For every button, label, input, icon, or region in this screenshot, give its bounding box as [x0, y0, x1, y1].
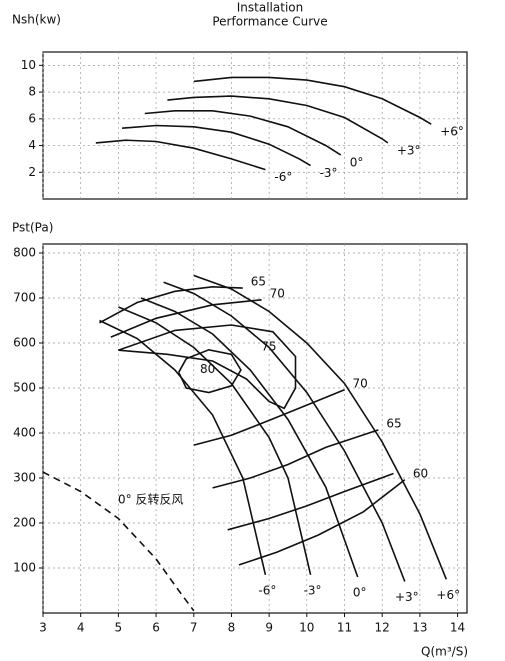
- series-line: [122, 124, 312, 167]
- x-tick-label: 6: [152, 621, 160, 635]
- efficiency-curve: [110, 299, 262, 338]
- y-tick-label: 100: [13, 561, 36, 575]
- efficiency-label: 70: [353, 376, 368, 390]
- x-tick-label: 3: [39, 621, 47, 635]
- series-line: [163, 281, 406, 582]
- y-tick-label: 4: [28, 138, 36, 152]
- series-label: -3°: [304, 583, 322, 597]
- series-label: -6°: [274, 170, 292, 184]
- y-tick-label: 500: [13, 381, 36, 395]
- efficiency-label: 65: [251, 275, 266, 289]
- series-label: 0°: [350, 155, 364, 169]
- series-label: +3°: [397, 143, 421, 157]
- y-tick-label: 2: [28, 165, 36, 179]
- y-tick-label: 300: [13, 471, 36, 485]
- y-tick-label: 8: [28, 85, 36, 99]
- series-line: [144, 110, 342, 156]
- chart-title: Installation: [237, 1, 303, 15]
- x-tick-label: 9: [265, 621, 273, 635]
- x-axis-label: Q(m³/S): [421, 645, 468, 659]
- series-line: [140, 297, 359, 578]
- series-line: [193, 274, 448, 580]
- efficiency-curve: [118, 324, 297, 410]
- efficiency-label: 75: [261, 339, 276, 353]
- efficiency-curve: [177, 348, 242, 394]
- series-label: +6°: [440, 125, 464, 139]
- series-line: [118, 306, 312, 575]
- efficiency-curve: [238, 479, 406, 566]
- series-line: [193, 76, 432, 125]
- series-label: -3°: [320, 166, 338, 180]
- y-tick-label: 400: [13, 426, 36, 440]
- y-axis-label: Pst(Pa): [12, 221, 53, 235]
- x-tick-label: 10: [299, 621, 314, 635]
- efficiency-label: 65: [386, 416, 401, 430]
- efficiency-label: 70: [270, 286, 285, 300]
- y-tick-label: 700: [13, 291, 36, 305]
- y-tick-label: 200: [13, 516, 36, 530]
- chart-title: Performance Curve: [212, 15, 327, 29]
- y-axis-label: Nsh(kw): [12, 13, 61, 27]
- series-label: +6°: [436, 588, 460, 602]
- series-line: [99, 319, 267, 575]
- x-tick-label: 4: [77, 621, 85, 635]
- y-tick-label: 600: [13, 336, 36, 350]
- efficiency-label: 80: [200, 362, 215, 376]
- x-tick-label: 12: [375, 621, 390, 635]
- efficiency-curve: [193, 389, 345, 446]
- efficiency-curve: [212, 429, 379, 489]
- x-tick-label: 8: [228, 621, 236, 635]
- x-tick-label: 11: [337, 621, 352, 635]
- series-label: -6°: [258, 583, 276, 597]
- efficiency-curve: [227, 472, 394, 531]
- plot-frame: [42, 243, 468, 614]
- series-line: [167, 95, 389, 144]
- efficiency-label: 60: [413, 466, 428, 480]
- x-tick-label: 5: [115, 621, 123, 635]
- x-tick-label: 14: [450, 621, 465, 635]
- y-tick-label: 800: [13, 246, 36, 260]
- y-tick-label: 10: [21, 58, 36, 72]
- series-label: 0°: [353, 586, 367, 600]
- x-tick-label: 13: [412, 621, 427, 635]
- series-line: [95, 139, 266, 171]
- plot-frame: [42, 51, 468, 200]
- y-tick-label: 6: [28, 111, 36, 125]
- series-label: +3°: [395, 590, 419, 604]
- reverse-label: 0° 反转反风: [118, 492, 183, 507]
- efficiency-curve: [99, 285, 243, 324]
- x-tick-label: 7: [190, 621, 198, 635]
